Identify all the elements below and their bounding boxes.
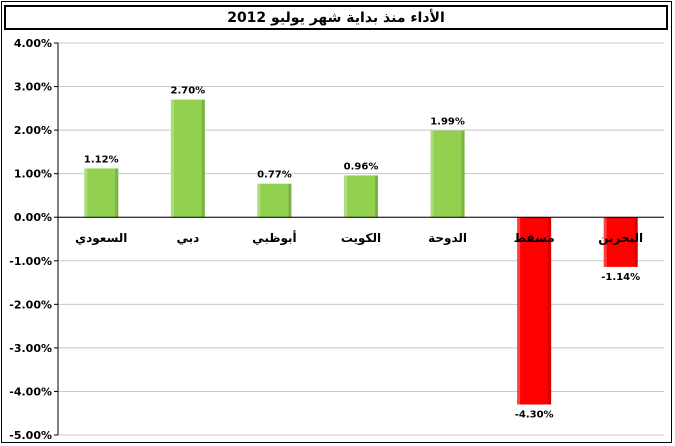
bar-highlight [257,183,261,218]
bar [170,99,205,218]
bar [603,217,638,267]
y-tick-label: -3.00% [9,342,52,355]
bar-shadow [115,168,119,218]
data-label: 0.96% [344,161,379,172]
data-label: -4.30% [515,410,554,421]
bar-shadow [288,183,292,218]
y-tick-label: -2.00% [9,298,52,311]
bar-highlight [430,130,434,218]
data-label: 2.70% [171,86,206,97]
category-label: الكويت [341,231,381,246]
bar [517,217,552,405]
chart-title: الأداء منذ بداية شهر يوليو 2012 [4,5,668,30]
bar-highlight [517,217,521,405]
y-tick-label: 3.00% [14,81,52,94]
category-label: البحرين [598,231,643,245]
bar-shadow [201,99,205,218]
data-label: -1.14% [601,272,640,283]
chart-title-text: الأداء منذ بداية شهر يوليو 2012 [227,9,445,26]
bar-shadow [375,175,378,218]
y-tick-label: -4.00% [9,385,52,398]
y-tick-label: 1.00% [14,168,52,181]
bar-shadow [548,217,552,405]
category-label: أبوظبي [252,230,296,246]
category-label: دبي [176,231,199,245]
bar [257,183,292,218]
data-label: 1.99% [430,117,465,128]
category-label: الدوحة [428,231,467,246]
bar-highlight [344,175,347,218]
data-label: 0.77% [257,170,292,181]
bar-shadow [461,130,465,218]
bar-highlight [170,99,174,218]
bar-shadow [634,217,638,267]
bar [344,175,378,218]
category-label: السعودي [75,231,127,246]
data-label: 1.12% [84,154,119,165]
bar [430,130,465,218]
y-tick-label: -5.00% [9,429,52,442]
y-tick-label: -1.00% [9,255,52,268]
y-tick-label: 2.00% [14,124,52,137]
y-tick-label: 0.00% [14,211,52,224]
bar [84,168,119,218]
category-label: مسقط [514,231,555,245]
y-tick-label: 4.00% [14,37,52,50]
bar-highlight [84,168,88,218]
bar-highlight [603,217,607,267]
